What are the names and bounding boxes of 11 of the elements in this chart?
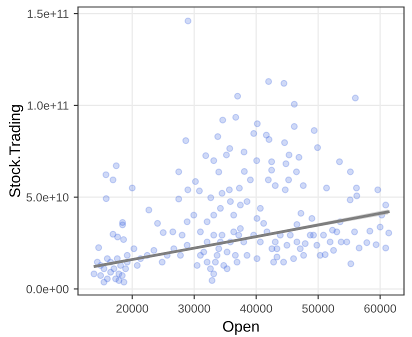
- y-axis-title: Stock.Trading: [8, 105, 24, 198]
- x-tick-label: 50000: [302, 304, 334, 313]
- x-tick-label: 30000: [178, 304, 210, 313]
- x-axis-title: Open: [223, 320, 259, 335]
- y-tick-label: 0.0e+00: [26, 284, 69, 294]
- y-tick-label: 5.0e+10: [26, 193, 69, 202]
- x-tick-label: 40000: [240, 304, 272, 313]
- x-tick-label: 60000: [364, 304, 396, 313]
- y-tick-label: 1.5e+11: [28, 10, 68, 18]
- y-tick-label: 1.0e+11: [28, 101, 68, 110]
- x-tick-label: 20000: [116, 304, 148, 313]
